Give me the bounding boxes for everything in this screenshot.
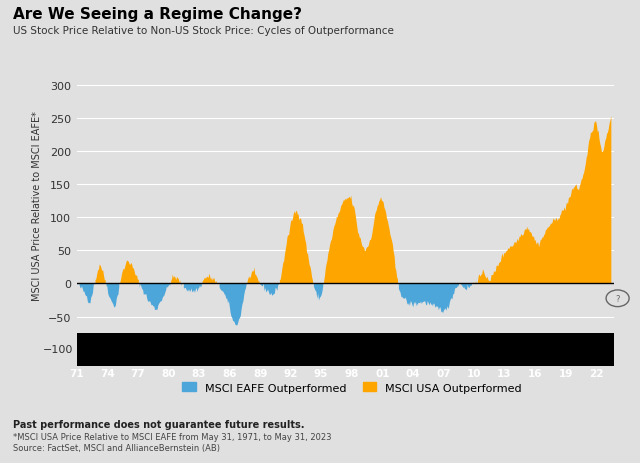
Text: Past performance does not guarantee future results.: Past performance does not guarantee futu… [13,419,304,429]
Text: ?: ? [615,294,620,303]
Text: −100: −100 [44,344,74,355]
Text: US Stock Price Relative to Non-US Stock Price: Cycles of Outperformance: US Stock Price Relative to Non-US Stock … [13,25,394,36]
Legend: MSCI EAFE Outperformed, MSCI USA Outperformed: MSCI EAFE Outperformed, MSCI USA Outperf… [178,378,526,397]
Text: *MSCI USA Price Relative to MSCI EAFE from May 31, 1971, to May 31, 2023: *MSCI USA Price Relative to MSCI EAFE fr… [13,432,332,441]
Text: Source: FactSet, MSCI and AllianceBernstein (AB): Source: FactSet, MSCI and AllianceBernst… [13,443,220,451]
Text: Are We Seeing a Regime Change?: Are We Seeing a Regime Change? [13,7,302,22]
Y-axis label: MSCI USA Price Relative to MSCI EAFE*: MSCI USA Price Relative to MSCI EAFE* [32,111,42,301]
